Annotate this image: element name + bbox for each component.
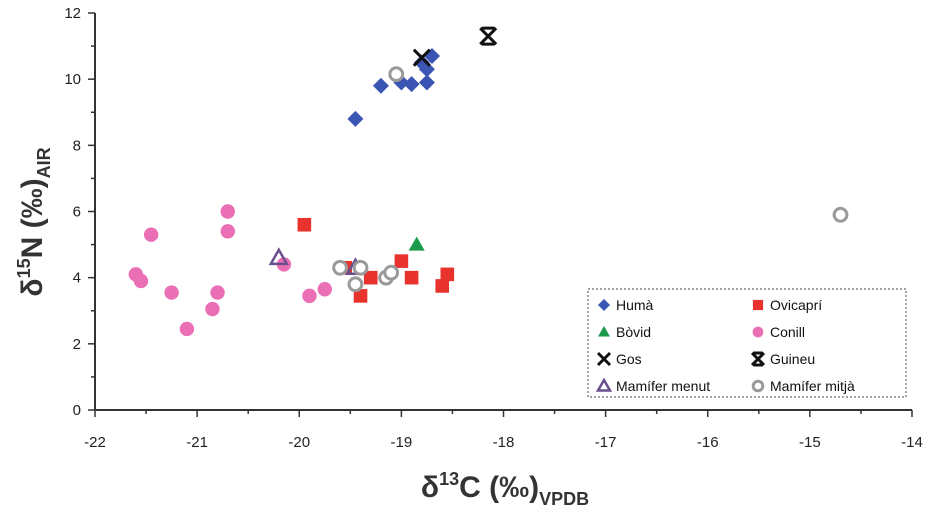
data-point	[394, 254, 409, 268]
series-5	[479, 26, 498, 46]
legend-marker	[598, 326, 610, 337]
data-point	[383, 264, 400, 281]
y-axis-title-sub: AIR	[34, 147, 54, 178]
data-point	[372, 77, 389, 94]
x-tick-label: -18	[493, 434, 515, 451]
legend-marker	[751, 379, 765, 393]
data-point	[412, 48, 431, 67]
data-point	[210, 285, 225, 300]
data-point	[205, 301, 220, 317]
y-tick-label: 10	[64, 71, 81, 88]
x-axis-title: δ13C (‰)VPDB	[421, 469, 589, 509]
y-axis-title: δ15N (‰)AIR	[14, 147, 54, 296]
x-tick-label: -20	[288, 434, 310, 451]
legend-marker	[750, 351, 766, 367]
legend-label: Guineu	[770, 351, 815, 367]
legend-marker	[598, 299, 610, 311]
legend-label: Bòvid	[616, 324, 651, 340]
data-point	[408, 236, 425, 251]
data-point	[347, 110, 364, 127]
data-point	[143, 227, 159, 242]
y-axis-title-main: δ	[16, 278, 49, 296]
data-point	[353, 289, 368, 303]
legend-label: Conill	[770, 324, 805, 340]
y-tick-label: 4	[73, 270, 81, 287]
data-point	[133, 273, 149, 289]
legend-label: Humà	[616, 297, 654, 313]
y-axis-title-rest: N (‰)	[16, 178, 49, 258]
data-point	[404, 270, 419, 285]
data-point	[317, 282, 332, 297]
x-axis-title-rest: C (‰)	[459, 471, 539, 504]
x-tick-label: -16	[697, 434, 719, 451]
x-tick-label: -17	[595, 434, 617, 451]
y-tick-label: 0	[73, 402, 81, 419]
legend-label: Mamífer mitjà	[770, 378, 855, 394]
x-tick-label: -21	[186, 434, 208, 451]
series-0	[347, 48, 441, 127]
y-axis-title-sup: 15	[14, 258, 34, 278]
data-points	[128, 26, 849, 337]
legend: Humà Ovicaprí Bòvid Conill Gos Guineu Mamífer …	[587, 288, 907, 398]
data-point	[352, 259, 369, 276]
data-point	[418, 74, 435, 91]
y-tick-label: 8	[73, 137, 81, 154]
data-point	[413, 54, 430, 71]
data-point	[179, 321, 195, 337]
x-axis-title-sup: 13	[439, 469, 459, 489]
data-point	[332, 259, 349, 276]
data-point	[297, 217, 312, 232]
series-2	[408, 236, 425, 251]
data-point	[164, 285, 179, 300]
legend-label: Ovicaprí	[770, 297, 822, 313]
x-tick-label: -22	[84, 434, 106, 451]
data-point	[220, 224, 235, 239]
legend-label: Mamífer menut	[616, 378, 710, 394]
data-point	[435, 279, 450, 293]
series-7	[332, 66, 849, 293]
legend-marker	[596, 351, 612, 367]
legend-marker	[752, 326, 764, 338]
data-point	[363, 270, 378, 285]
x-tick-label: -14	[901, 434, 923, 451]
x-axis-title-sub: VPDB	[539, 489, 589, 509]
data-point	[388, 66, 405, 83]
data-point	[479, 26, 498, 46]
y-tick-label: 2	[73, 336, 81, 353]
data-point	[440, 267, 455, 282]
x-tick-label: -15	[799, 434, 821, 451]
data-point	[268, 247, 289, 266]
series-4	[412, 48, 431, 67]
legend-label: Gos	[616, 351, 642, 367]
legend-marker	[752, 299, 764, 311]
data-point	[220, 204, 235, 219]
x-tick-label: -19	[391, 434, 413, 451]
data-point	[347, 276, 364, 293]
data-point	[403, 76, 420, 93]
ticks: 0 2 4 6 8 10 12 -22 -21 -20 -19 -18 -17 -16 -15 -14	[64, 5, 923, 451]
legend-box	[587, 288, 907, 398]
data-point	[832, 206, 849, 223]
x-axis-title-main: δ	[421, 471, 439, 504]
legend-marker	[595, 377, 613, 392]
y-tick-label: 12	[64, 5, 81, 22]
data-point	[302, 288, 317, 304]
y-tick-label: 6	[73, 204, 81, 221]
